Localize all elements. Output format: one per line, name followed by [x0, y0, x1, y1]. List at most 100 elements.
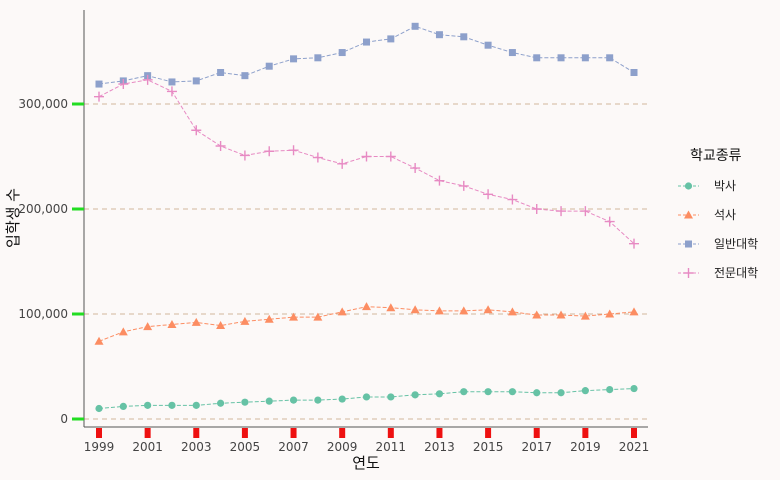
x-axis-title: 연도 [352, 454, 380, 472]
data-point [581, 387, 589, 395]
x-tick-mark [144, 428, 151, 438]
data-point [288, 145, 299, 156]
data-point [119, 402, 127, 410]
legend-key-marker [684, 182, 693, 190]
y-ticks: 0 100,000 200,000 300,000 [18, 97, 84, 426]
x-tick-label: 2001 [132, 440, 163, 454]
data-point [95, 404, 103, 413]
x-tick-mark [533, 428, 540, 438]
x-tick-mark [339, 428, 346, 438]
data-point [507, 194, 518, 205]
data-point [265, 397, 273, 405]
data-point [362, 302, 371, 311]
data-point [265, 62, 273, 70]
x-tick-mark [96, 428, 102, 438]
x-tick-mark [290, 428, 297, 438]
data-point [361, 151, 372, 162]
data-point [629, 238, 639, 249]
series-2 [94, 302, 639, 345]
data-point [314, 396, 322, 404]
data-point [387, 35, 395, 43]
data-point [118, 327, 128, 336]
data-point [435, 31, 443, 39]
data-point [94, 91, 104, 102]
data-point [362, 393, 371, 401]
data-point [556, 310, 566, 319]
data-point [533, 54, 541, 62]
data-point [216, 321, 226, 330]
data-point [215, 141, 226, 151]
data-point [410, 163, 421, 174]
data-point [411, 391, 419, 399]
data-point [460, 388, 468, 396]
data-point [94, 336, 104, 345]
data-point [533, 389, 541, 397]
data-point [314, 54, 322, 62]
data-point [629, 307, 639, 316]
data-point [241, 398, 249, 406]
data-point [508, 49, 516, 57]
y-tick-label: 200,000 [18, 202, 68, 216]
data-point [385, 151, 396, 162]
legend-key-marker [684, 210, 693, 219]
x-tick-label: 2019 [570, 440, 601, 454]
data-point [192, 77, 200, 85]
data-point [580, 311, 590, 320]
x-tick-mark [387, 428, 394, 438]
data-point [290, 55, 298, 63]
y-tick-label: 300,000 [18, 97, 68, 111]
series-layer [94, 22, 639, 413]
data-point [337, 307, 347, 316]
data-point [459, 306, 469, 315]
data-point [168, 401, 176, 409]
legend-title: 학교종류 [690, 148, 742, 164]
data-point [118, 79, 129, 90]
data-point [166, 86, 177, 97]
x-tick-mark [631, 428, 637, 438]
x-tick-mark [582, 428, 589, 438]
y-tick-label: 0 [60, 412, 68, 426]
data-point [191, 317, 201, 326]
data-point [168, 78, 176, 86]
data-point [532, 310, 542, 319]
data-point [216, 399, 225, 407]
x-tick-label: 2005 [230, 440, 261, 454]
x-tick-mark [485, 428, 492, 438]
data-point [581, 54, 589, 62]
data-point [264, 314, 274, 323]
data-point [387, 393, 395, 401]
legend-item: 전문대학 [678, 266, 758, 280]
x-tick-label: 2011 [376, 440, 407, 454]
x-tick-label: 2013 [424, 440, 455, 454]
data-point [458, 180, 469, 191]
data-point [338, 395, 346, 403]
data-point [167, 320, 177, 328]
x-tick-label: 2007 [278, 440, 309, 454]
x-tick-label: 2021 [619, 440, 650, 454]
grid [84, 103, 648, 420]
data-point [386, 303, 396, 312]
data-point [604, 216, 615, 227]
data-point [630, 69, 638, 76]
data-point [484, 41, 492, 49]
data-point [241, 72, 249, 80]
data-point [289, 312, 299, 321]
x-tick-mark [241, 428, 248, 438]
data-point [264, 146, 275, 157]
data-point [630, 384, 638, 393]
data-point [95, 80, 103, 88]
legend-key-marker [683, 268, 694, 278]
data-point [410, 305, 420, 314]
series-line [98, 79, 635, 245]
x-tick-mark [436, 428, 443, 438]
data-point [363, 38, 370, 46]
legend-label: 박사 [714, 179, 736, 193]
x-tick-label: 2009 [327, 440, 358, 454]
data-point [217, 69, 225, 76]
data-point [313, 312, 323, 321]
legend-item: 박사 [678, 179, 736, 193]
legend-label: 전문대학 [714, 266, 758, 280]
y-axis-title: 입학생 수 [4, 188, 22, 248]
